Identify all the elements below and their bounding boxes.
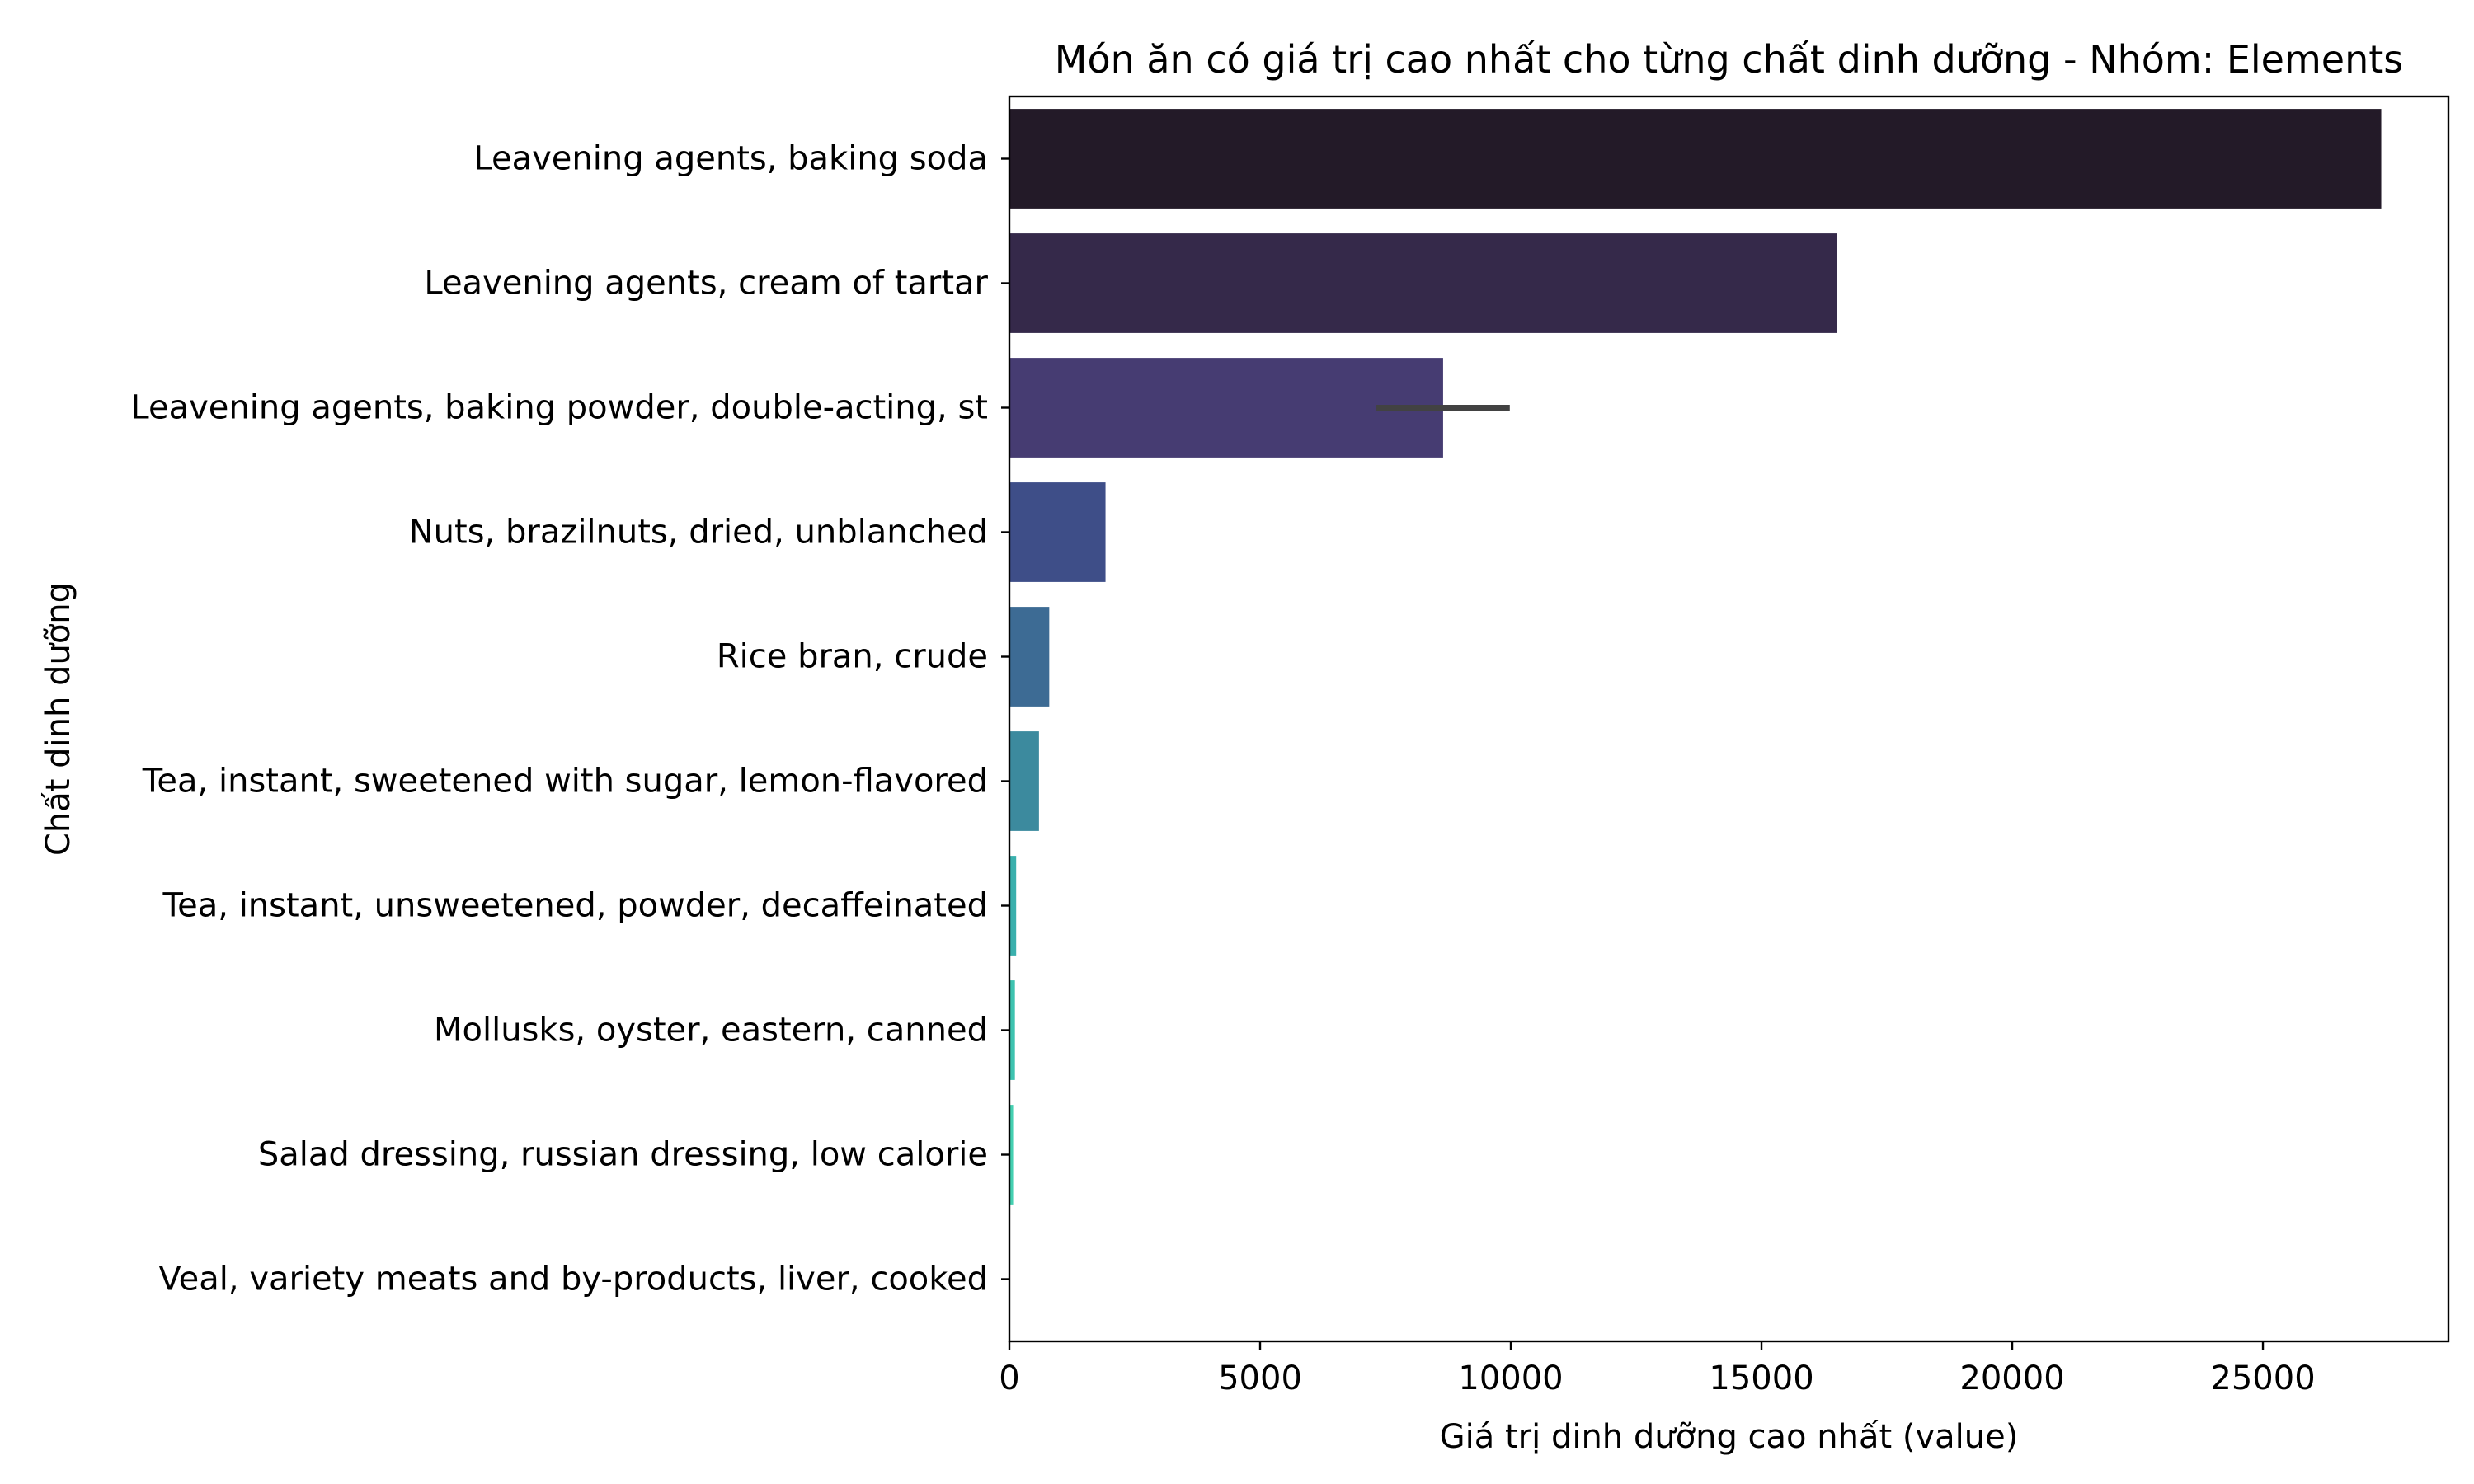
y-tick-label: Leavening agents, baking powder, double-… — [130, 389, 988, 427]
y-tick-label: Salad dressing, russian dressing, low ca… — [258, 1136, 988, 1174]
x-tick-label: 0 — [999, 1360, 1019, 1397]
bar — [1009, 1105, 1014, 1205]
bar — [1009, 109, 2382, 209]
y-tick-label: Leavening agents, baking soda — [473, 140, 988, 178]
x-axis-label: Giá trị dinh dưỡng cao nhất (value) — [1440, 1418, 2019, 1456]
bar — [1009, 980, 1015, 1080]
bar — [1009, 731, 1039, 831]
x-tick-label: 15000 — [1709, 1360, 1813, 1397]
bar — [1009, 233, 1837, 333]
y-tick-label: Leavening agents, cream of tartar — [424, 265, 988, 303]
y-axis-label: Chất dinh dưỡng — [40, 582, 78, 856]
x-tick-label: 10000 — [1458, 1360, 1563, 1397]
bar — [1009, 607, 1050, 707]
bar — [1009, 856, 1017, 956]
y-tick-label: Nuts, brazilnuts, dried, unblanched — [409, 514, 988, 552]
bar — [1009, 482, 1106, 582]
y-tick-label: Veal, variety meats and by-products, liv… — [158, 1261, 988, 1298]
bars-layer — [1009, 109, 2382, 1329]
x-tick-label: 25000 — [2210, 1360, 2315, 1397]
y-tick-label: Mollusks, oyster, eastern, canned — [434, 1012, 988, 1050]
y-tick-label: Rice bran, crude — [717, 638, 988, 676]
x-tick-label: 20000 — [1959, 1360, 2064, 1397]
chart-title: Món ăn có giá trị cao nhất cho từng chất… — [1055, 37, 2404, 82]
y-tick-labels: Leavening agents, baking soda Leavening a… — [130, 140, 1009, 1298]
x-tick-label: 5000 — [1218, 1360, 1302, 1397]
bar — [1009, 358, 1443, 458]
plot-frame — [1008, 95, 2450, 1343]
y-tick-label: Tea, instant, sweetened with sugar, lemo… — [142, 763, 988, 801]
x-ticks: 0 5000 10000 15000 20000 25000 — [999, 1341, 2316, 1397]
y-tick-label: Tea, instant, unsweetened, powder, decaf… — [162, 887, 989, 925]
